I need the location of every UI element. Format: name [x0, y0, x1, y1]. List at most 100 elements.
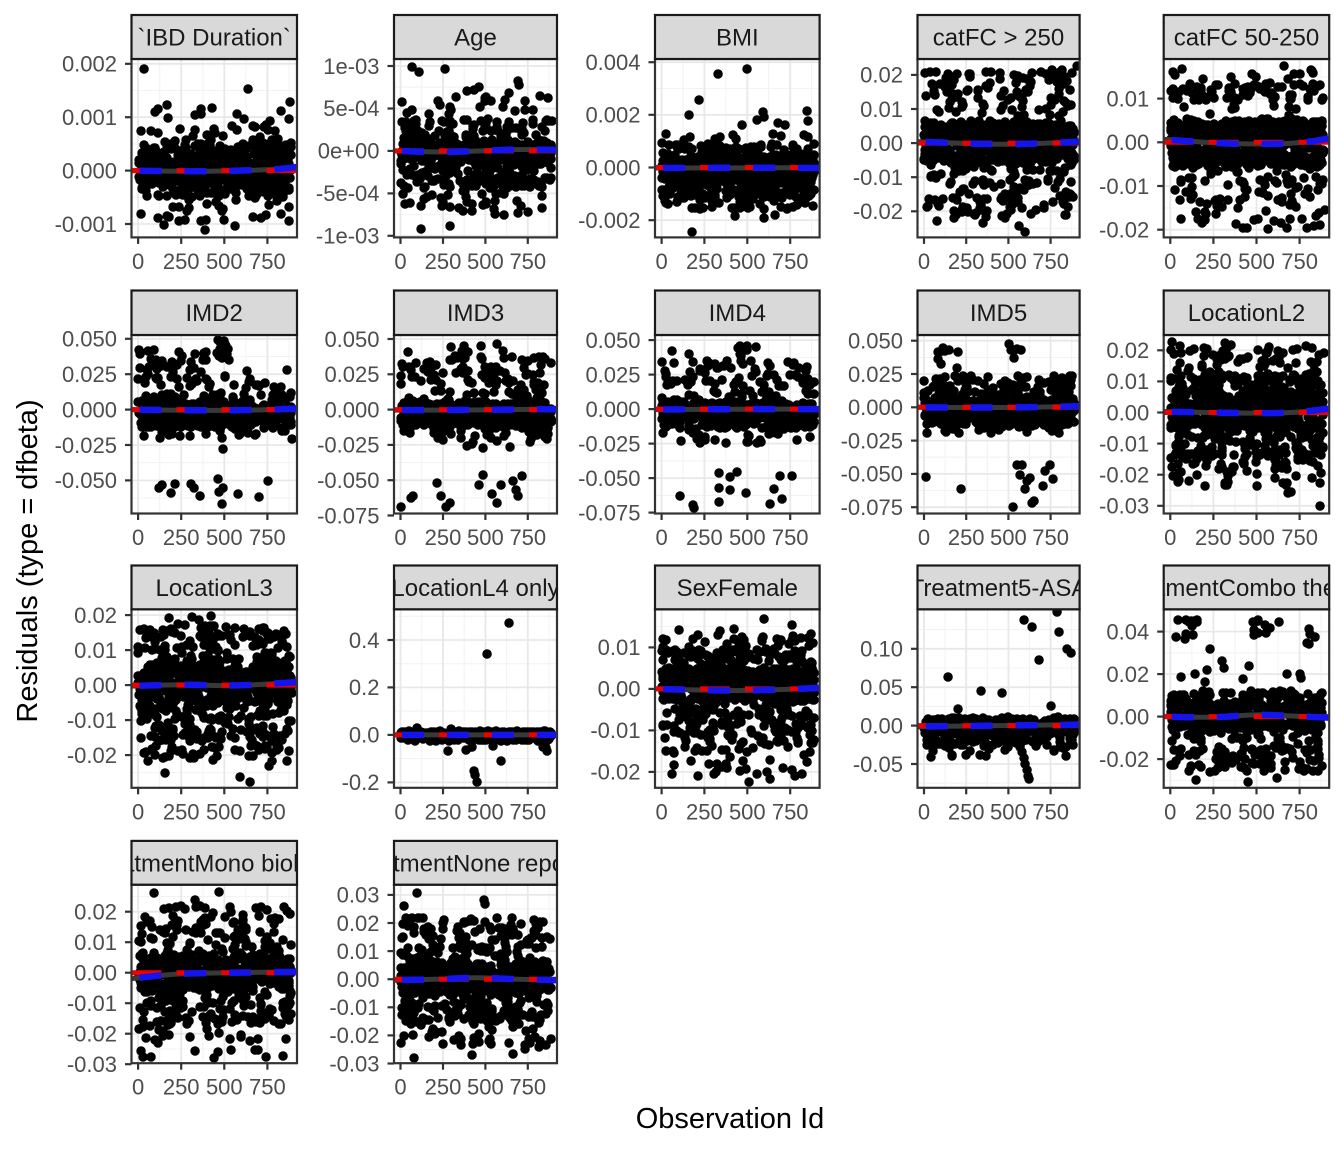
- svg-text:250: 250: [163, 799, 200, 824]
- svg-text:250: 250: [425, 525, 462, 550]
- svg-text:1e-03: 1e-03: [323, 54, 379, 79]
- svg-text:-0.01: -0.01: [329, 995, 379, 1020]
- svg-text:-0.025: -0.025: [55, 433, 117, 458]
- svg-text:750: 750: [772, 799, 809, 824]
- svg-text:0e+00: 0e+00: [318, 139, 380, 164]
- svg-text:0: 0: [394, 249, 406, 274]
- svg-text:Residuals (type = dfbeta): Residuals (type = dfbeta): [12, 399, 44, 722]
- svg-text:0.01: 0.01: [1106, 86, 1149, 111]
- svg-text:IMD3: IMD3: [447, 300, 504, 327]
- svg-text:0: 0: [655, 799, 667, 824]
- svg-text:750: 750: [1032, 799, 1069, 824]
- svg-text:0.00: 0.00: [1106, 130, 1149, 155]
- svg-text:750: 750: [1032, 249, 1069, 274]
- svg-text:0.050: 0.050: [62, 327, 117, 352]
- svg-text:IMD5: IMD5: [970, 300, 1027, 327]
- svg-text:-0.075: -0.075: [317, 503, 379, 528]
- svg-text:0.01: 0.01: [337, 939, 380, 964]
- svg-text:0.025: 0.025: [585, 362, 640, 387]
- svg-text:750: 750: [1032, 525, 1069, 550]
- svg-text:0.01: 0.01: [860, 97, 903, 122]
- svg-text:-0.01: -0.01: [590, 718, 640, 743]
- svg-text:500: 500: [990, 249, 1027, 274]
- svg-text:-0.050: -0.050: [578, 466, 640, 491]
- svg-text:0.025: 0.025: [848, 362, 903, 387]
- svg-text:500: 500: [206, 799, 243, 824]
- svg-text:250: 250: [425, 249, 462, 274]
- svg-text:-0.025: -0.025: [841, 428, 903, 453]
- svg-text:500: 500: [1238, 249, 1275, 274]
- svg-text:500: 500: [990, 525, 1027, 550]
- svg-text:250: 250: [1195, 525, 1232, 550]
- svg-text:500: 500: [1238, 799, 1275, 824]
- svg-text:0.01: 0.01: [74, 638, 117, 663]
- svg-text:750: 750: [1281, 249, 1318, 274]
- svg-text:500: 500: [990, 799, 1027, 824]
- svg-text:-0.03: -0.03: [1099, 494, 1149, 519]
- svg-text:0.01: 0.01: [1106, 369, 1149, 394]
- svg-text:500: 500: [206, 249, 243, 274]
- svg-text:0.050: 0.050: [848, 329, 903, 354]
- svg-text:-0.050: -0.050: [317, 468, 379, 493]
- svg-text:0.00: 0.00: [860, 713, 903, 738]
- svg-text:0.02: 0.02: [1106, 338, 1149, 363]
- svg-text:0.00: 0.00: [74, 673, 117, 698]
- svg-text:0.03: 0.03: [337, 883, 380, 908]
- svg-text:Observation Id: Observation Id: [636, 1103, 825, 1135]
- svg-text:Age: Age: [454, 25, 497, 52]
- svg-text:0: 0: [132, 799, 144, 824]
- svg-text:-5e-04: -5e-04: [316, 181, 380, 206]
- svg-text:500: 500: [206, 1075, 243, 1100]
- svg-text:BMI: BMI: [716, 25, 759, 52]
- svg-text:0.000: 0.000: [848, 395, 903, 420]
- svg-text:-0.01: -0.01: [1099, 431, 1149, 456]
- svg-text:IMD2: IMD2: [186, 300, 243, 327]
- svg-text:750: 750: [249, 249, 286, 274]
- svg-text:750: 750: [509, 799, 546, 824]
- svg-text:250: 250: [686, 249, 723, 274]
- svg-text:750: 750: [509, 249, 546, 274]
- svg-text:-0.050: -0.050: [841, 462, 903, 487]
- svg-text:-0.2: -0.2: [342, 770, 380, 795]
- svg-text:LocationL3: LocationL3: [155, 575, 272, 602]
- svg-text:-0.03: -0.03: [67, 1052, 117, 1077]
- svg-text:750: 750: [249, 1075, 286, 1100]
- svg-text:0: 0: [132, 249, 144, 274]
- svg-text:0: 0: [132, 525, 144, 550]
- svg-text:0.000: 0.000: [62, 158, 117, 183]
- svg-text:-0.02: -0.02: [1099, 463, 1149, 488]
- svg-text:SexFemale: SexFemale: [677, 575, 798, 602]
- svg-text:-0.075: -0.075: [578, 500, 640, 525]
- svg-text:0: 0: [655, 525, 667, 550]
- svg-text:0.2: 0.2: [349, 675, 380, 700]
- svg-text:LocationL4 only: LocationL4 only: [391, 575, 559, 602]
- svg-text:-0.02: -0.02: [67, 1022, 117, 1047]
- svg-text:0.05: 0.05: [860, 675, 903, 700]
- svg-text:LocationL2: LocationL2: [1188, 300, 1305, 327]
- svg-text:0: 0: [918, 525, 930, 550]
- svg-text:500: 500: [729, 525, 766, 550]
- svg-text:0.00: 0.00: [74, 961, 117, 986]
- svg-text:0.01: 0.01: [74, 930, 117, 955]
- svg-text:-0.01: -0.01: [853, 165, 903, 190]
- svg-text:0.002: 0.002: [585, 103, 640, 128]
- svg-text:750: 750: [249, 799, 286, 824]
- svg-text:0.004: 0.004: [585, 50, 640, 75]
- svg-text:500: 500: [467, 799, 504, 824]
- svg-text:0.02: 0.02: [337, 911, 380, 936]
- svg-text:750: 750: [249, 525, 286, 550]
- svg-text:0: 0: [918, 799, 930, 824]
- svg-text:0: 0: [1164, 799, 1176, 824]
- svg-text:0.0: 0.0: [349, 723, 380, 748]
- svg-text:-0.03: -0.03: [329, 1051, 379, 1076]
- svg-text:-0.075: -0.075: [841, 495, 903, 520]
- svg-text:0.025: 0.025: [324, 362, 379, 387]
- svg-text:0.00: 0.00: [860, 131, 903, 156]
- svg-text:250: 250: [686, 525, 723, 550]
- svg-text:500: 500: [206, 525, 243, 550]
- svg-text:-0.02: -0.02: [1099, 218, 1149, 243]
- svg-text:0.000: 0.000: [324, 397, 379, 422]
- svg-text:500: 500: [467, 525, 504, 550]
- svg-text:TreatmentCombo therapy: TreatmentCombo therapy: [1110, 575, 1344, 602]
- svg-text:250: 250: [425, 799, 462, 824]
